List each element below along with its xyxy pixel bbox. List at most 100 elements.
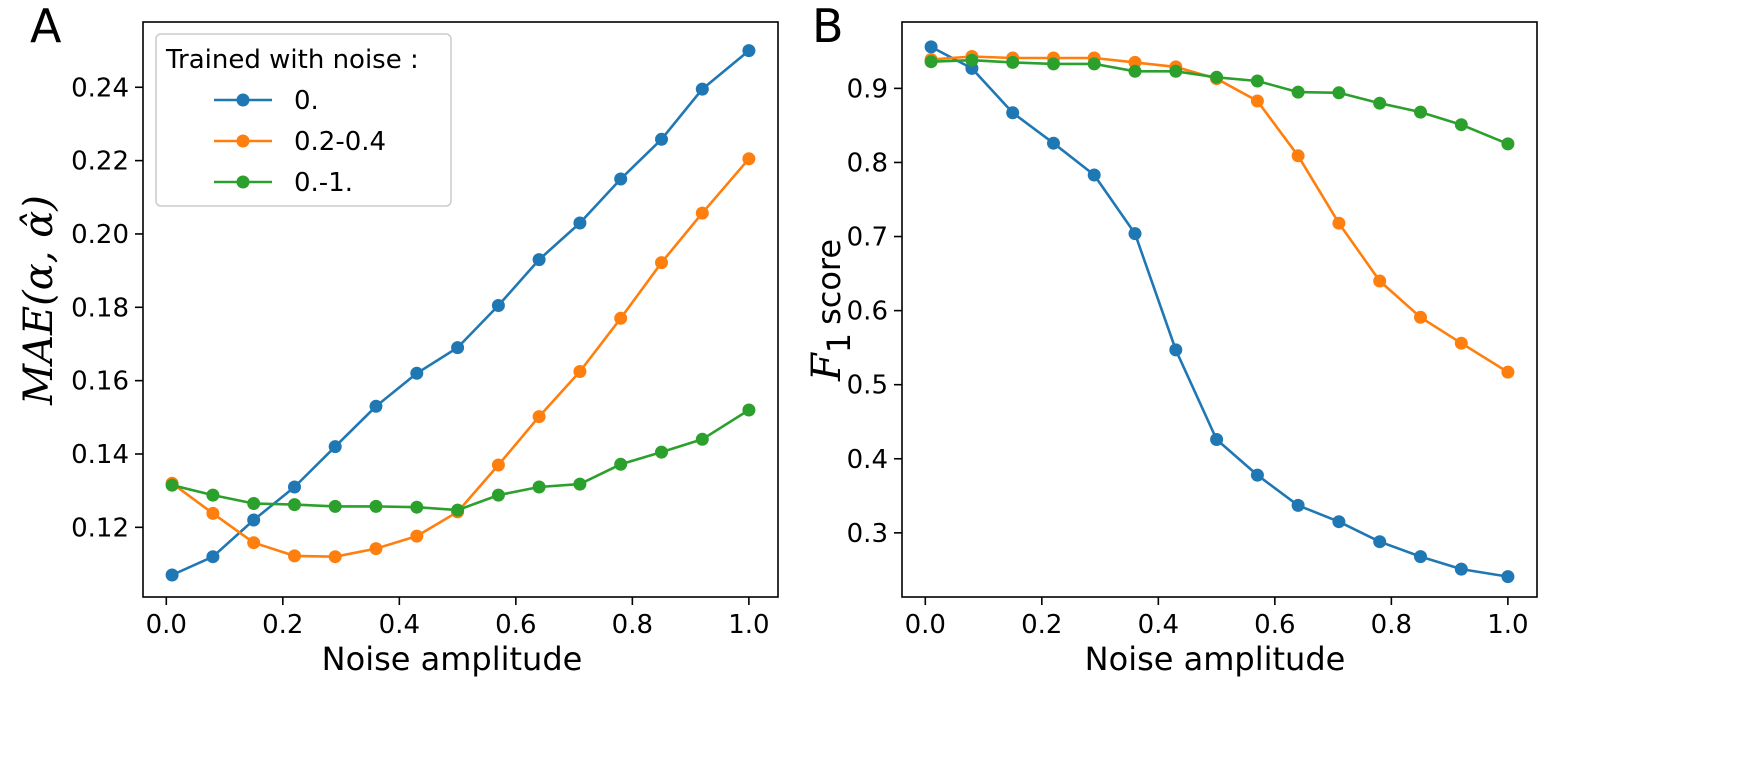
- panel-b-series-0-point: [1006, 106, 1020, 120]
- legend-title: Trained with noise :: [165, 45, 419, 75]
- panel-a-series-1-point: [206, 506, 220, 520]
- legend-entry-label: 0.: [294, 86, 319, 116]
- panel-a-series-1-point: [742, 152, 756, 166]
- panel-a-series-0-point: [288, 480, 301, 494]
- panel-a-xtick-label: 0.8: [612, 610, 653, 640]
- legend-entry-label: 0.2-0.4: [294, 127, 386, 157]
- panel-b-series-0-point: [1454, 562, 1468, 576]
- y-axis-label-a: MAE(α, α̂): [16, 195, 62, 406]
- panel-b-series-2-point: [1210, 70, 1224, 84]
- panel-b-xtick-label: 0.6: [1254, 610, 1295, 640]
- y-axis-label-b-math: F: [804, 352, 850, 382]
- plot-frame-a: [142, 21, 779, 598]
- panel-a-xtick-label: 0.6: [495, 610, 536, 640]
- panel-a-series-0-point: [369, 399, 383, 413]
- panel-b-series-2-point: [1128, 64, 1142, 78]
- panel-a-xtick-label: 0.2: [262, 610, 303, 640]
- panel-b-xtick-label: 0.4: [1138, 610, 1179, 640]
- panel-b-series-2-point: [1373, 96, 1387, 110]
- panel-b-series-1-point: [1250, 94, 1264, 108]
- panel-a: A 0.0 0.2 0.4 0.6 0.8 1.0 0.12 0.14 0.16 0.18 0.2…: [16, 0, 779, 678]
- panel-b-series-2-point: [1332, 86, 1346, 100]
- plot-frame-b: [901, 21, 1538, 598]
- panel-b-series-0-point: [1250, 468, 1264, 482]
- panel-b-series-2-point: [1250, 74, 1264, 88]
- panel-b-series-2-point: [1291, 85, 1305, 99]
- panel-a-series-1-point: [369, 542, 383, 556]
- panel-a-series-0-point: [206, 550, 220, 564]
- panel-letter-b: B: [812, 0, 844, 53]
- panel-a-series-1-point: [695, 206, 709, 220]
- panel-a-series-2-point: [410, 500, 424, 514]
- panel-a-series-0-point: [742, 44, 756, 58]
- panel-b-ytick-label: 0.9: [847, 74, 888, 104]
- panel-a-series-0-point: [451, 341, 465, 355]
- panel-b-ytick-label: 0.3: [847, 519, 888, 549]
- panel-b-ytick-label: 0.4: [847, 445, 888, 475]
- panel-a-ytick-label: 0.14: [71, 440, 129, 470]
- x-axis-label-a: Noise amplitude: [322, 640, 583, 678]
- panel-b-series-0-point: [1087, 168, 1101, 182]
- panel-a-series-0-point: [573, 216, 587, 230]
- panel-b-series-0-point: [1332, 515, 1346, 529]
- panel-a-ytick-label: 0.16: [71, 367, 129, 397]
- panel-b-series-1-point: [1291, 149, 1305, 163]
- panel-a-series-1-point: [573, 365, 587, 378]
- panel-b-series-1-point: [1414, 310, 1427, 324]
- panel-b-series-1-point: [1501, 365, 1515, 379]
- legend: Trained with noise : 0. 0.2-0.4 0.-1.: [155, 33, 452, 207]
- panel-b-ytick-label: 0.8: [847, 148, 888, 178]
- panel-a-series-2-point: [206, 488, 220, 502]
- panel-a-series-0-point: [695, 82, 709, 96]
- panel-a-series-0-point: [247, 513, 261, 527]
- panel-a-series-0-point: [655, 132, 668, 146]
- panel-a-xtick-label: 0.0: [146, 610, 187, 640]
- legend-swatch-marker: [236, 134, 250, 148]
- panel-a-series-1-point: [410, 529, 424, 543]
- panel-a-series-1-point: [614, 311, 628, 325]
- panel-a-series-2-point: [695, 432, 709, 446]
- panel-b-series-0-point: [1291, 498, 1305, 512]
- panel-a-series-2-point: [288, 498, 301, 512]
- panel-b-series-2-point: [1047, 57, 1060, 71]
- legend-swatch-marker: [236, 93, 250, 107]
- panel-a-series-1-point: [491, 458, 505, 472]
- panel-a-series-1-point: [328, 550, 342, 564]
- panel-b-series-1-point: [1454, 336, 1468, 350]
- panel-b-series-0-point: [1210, 433, 1224, 446]
- panel-b-series-line-1: [931, 55, 1509, 374]
- panel-b-xtick-label: 0.0: [905, 610, 946, 640]
- panel-b-series-2-point: [924, 55, 938, 69]
- panel-b-series-0-point: [1373, 535, 1387, 549]
- panel-a-series-2-point: [655, 445, 668, 459]
- y-axis-label-b: F1 score: [804, 239, 858, 382]
- panel-b-ytick-label: 0.6: [847, 297, 888, 327]
- panel-b-xtick-label: 0.2: [1021, 610, 1062, 640]
- panel-a-series-0-point: [614, 172, 628, 186]
- panel-a-xtick-label: 0.4: [379, 610, 420, 640]
- panel-a-series-2-point: [573, 477, 587, 491]
- panel-b-series-2-point: [1169, 64, 1183, 78]
- panel-a-series-1-point: [532, 410, 546, 424]
- panel-b-series-0-point: [924, 40, 938, 54]
- panel-b-series-1-point: [1128, 55, 1142, 69]
- panel-a-series-1-point: [655, 256, 668, 270]
- panel-a-series-0-point: [328, 440, 342, 454]
- panel-a-series-2-point: [328, 499, 342, 513]
- panel-a-ytick-label: 0.12: [71, 513, 129, 543]
- panel-a-series-0-point: [165, 568, 179, 582]
- panel-a-series-2-point: [451, 503, 465, 517]
- panel-b-series-0-point: [1414, 550, 1427, 564]
- panel-a-series-line-2: [171, 408, 750, 512]
- panel-a-series-2-point: [532, 480, 546, 494]
- panel-a-ytick-label: 0.20: [71, 220, 129, 250]
- panel-a-series-0-point: [410, 366, 424, 380]
- panel-b-series-2-point: [1454, 118, 1468, 132]
- panel-a-series-2-point: [491, 488, 505, 502]
- panel-a-series-2-point: [614, 457, 628, 471]
- panel-b-series-1-point: [1373, 274, 1387, 288]
- panel-b-series-2-point: [1087, 57, 1101, 71]
- panel-a-series-2-point: [165, 478, 179, 492]
- panel-b: B 0.0 0.2 0.4 0.6 0.8 1.0 0.3 0.4 0.5 0.6 0.7 0.8 0…: [804, 0, 1538, 678]
